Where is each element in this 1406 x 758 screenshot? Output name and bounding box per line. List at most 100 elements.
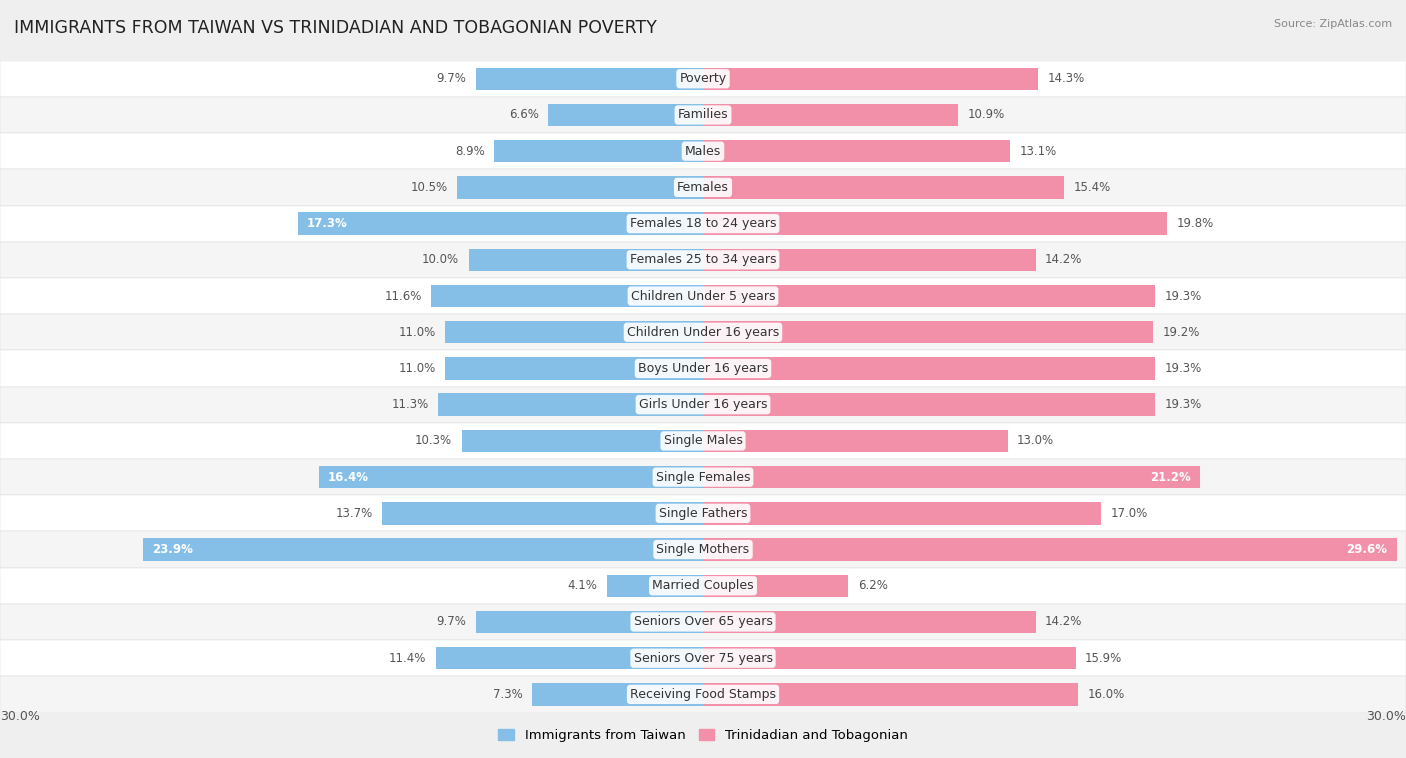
Bar	[495, 140, 703, 162]
Bar	[143, 538, 703, 561]
Bar	[0, 350, 1406, 387]
Text: Married Couples: Married Couples	[652, 579, 754, 592]
Bar	[703, 647, 1076, 669]
Text: 23.9%: 23.9%	[152, 543, 193, 556]
Text: 13.1%: 13.1%	[1019, 145, 1056, 158]
Bar	[531, 683, 703, 706]
Bar	[446, 357, 703, 380]
Bar	[468, 249, 703, 271]
Text: 19.3%: 19.3%	[1164, 290, 1202, 302]
Text: 10.3%: 10.3%	[415, 434, 453, 447]
Bar	[703, 430, 1008, 452]
Bar	[0, 314, 1406, 350]
Text: 9.7%: 9.7%	[436, 72, 467, 85]
Text: 17.0%: 17.0%	[1111, 507, 1147, 520]
Text: 11.0%: 11.0%	[399, 362, 436, 375]
Bar	[703, 285, 1156, 307]
Bar	[548, 104, 703, 126]
Text: 11.4%: 11.4%	[389, 652, 426, 665]
Text: Single Fathers: Single Fathers	[659, 507, 747, 520]
Bar	[703, 575, 848, 597]
Text: Single Males: Single Males	[664, 434, 742, 447]
Bar	[475, 611, 703, 633]
Bar	[298, 212, 703, 235]
Text: Males: Males	[685, 145, 721, 158]
Bar	[703, 393, 1156, 416]
Text: 11.3%: 11.3%	[392, 398, 429, 411]
Bar	[461, 430, 703, 452]
Bar	[439, 393, 703, 416]
Text: 19.3%: 19.3%	[1164, 362, 1202, 375]
Text: 19.2%: 19.2%	[1163, 326, 1199, 339]
Bar	[0, 61, 1406, 97]
Text: Single Mothers: Single Mothers	[657, 543, 749, 556]
Text: 11.6%: 11.6%	[384, 290, 422, 302]
Bar	[0, 97, 1406, 133]
Bar	[0, 242, 1406, 278]
Text: Single Females: Single Females	[655, 471, 751, 484]
Text: 19.8%: 19.8%	[1177, 217, 1213, 230]
Bar	[0, 133, 1406, 169]
Bar	[703, 104, 959, 126]
Bar	[703, 249, 1036, 271]
Text: 13.7%: 13.7%	[336, 507, 373, 520]
Bar	[0, 387, 1406, 423]
Text: Boys Under 16 years: Boys Under 16 years	[638, 362, 768, 375]
Text: 13.0%: 13.0%	[1017, 434, 1054, 447]
Text: 29.6%: 29.6%	[1347, 543, 1388, 556]
Bar	[0, 604, 1406, 640]
Bar	[436, 647, 703, 669]
Bar	[382, 502, 703, 525]
Bar	[0, 640, 1406, 676]
Bar	[703, 67, 1038, 90]
Bar	[0, 278, 1406, 314]
Bar	[703, 140, 1010, 162]
Bar	[703, 683, 1078, 706]
Bar	[703, 212, 1167, 235]
Text: 14.2%: 14.2%	[1045, 615, 1083, 628]
Text: Females: Females	[678, 181, 728, 194]
Bar	[607, 575, 703, 597]
Text: Girls Under 16 years: Girls Under 16 years	[638, 398, 768, 411]
Bar	[703, 611, 1036, 633]
Text: 30.0%: 30.0%	[1367, 709, 1406, 723]
Bar	[457, 176, 703, 199]
Bar	[0, 205, 1406, 242]
Bar	[0, 169, 1406, 205]
Text: 16.0%: 16.0%	[1087, 688, 1125, 701]
Bar	[703, 538, 1396, 561]
Bar	[703, 357, 1156, 380]
Bar	[703, 466, 1199, 488]
Text: 10.5%: 10.5%	[411, 181, 447, 194]
Text: 10.9%: 10.9%	[967, 108, 1005, 121]
Bar	[432, 285, 703, 307]
Bar	[0, 568, 1406, 604]
Bar	[703, 502, 1101, 525]
Text: 17.3%: 17.3%	[307, 217, 347, 230]
Bar	[446, 321, 703, 343]
Text: 7.3%: 7.3%	[494, 688, 523, 701]
Text: 8.9%: 8.9%	[456, 145, 485, 158]
Text: 15.9%: 15.9%	[1085, 652, 1122, 665]
Text: 10.0%: 10.0%	[422, 253, 460, 266]
Text: Seniors Over 65 years: Seniors Over 65 years	[634, 615, 772, 628]
Text: 16.4%: 16.4%	[328, 471, 368, 484]
Text: 15.4%: 15.4%	[1073, 181, 1111, 194]
Text: 14.3%: 14.3%	[1047, 72, 1084, 85]
Text: Poverty: Poverty	[679, 72, 727, 85]
Bar	[703, 321, 1153, 343]
Bar	[0, 531, 1406, 568]
Text: Females 18 to 24 years: Females 18 to 24 years	[630, 217, 776, 230]
Text: Females 25 to 34 years: Females 25 to 34 years	[630, 253, 776, 266]
Legend: Immigrants from Taiwan, Trinidadian and Tobagonian: Immigrants from Taiwan, Trinidadian and …	[494, 724, 912, 747]
Text: Children Under 5 years: Children Under 5 years	[631, 290, 775, 302]
Text: 11.0%: 11.0%	[399, 326, 436, 339]
Bar	[0, 459, 1406, 495]
Text: 6.2%: 6.2%	[858, 579, 887, 592]
Text: 4.1%: 4.1%	[568, 579, 598, 592]
Text: 30.0%: 30.0%	[0, 709, 39, 723]
Text: 9.7%: 9.7%	[436, 615, 467, 628]
Bar	[0, 423, 1406, 459]
Text: IMMIGRANTS FROM TAIWAN VS TRINIDADIAN AND TOBAGONIAN POVERTY: IMMIGRANTS FROM TAIWAN VS TRINIDADIAN AN…	[14, 19, 657, 37]
Text: 21.2%: 21.2%	[1150, 471, 1191, 484]
